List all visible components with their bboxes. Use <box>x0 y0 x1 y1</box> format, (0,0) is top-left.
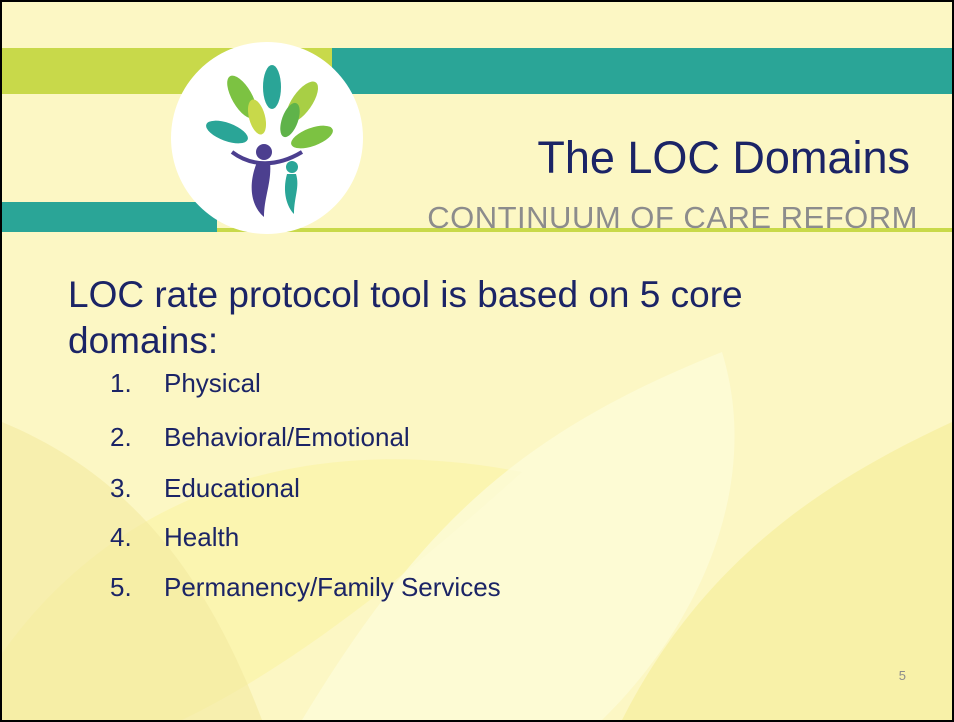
item-number: 4. <box>110 522 164 553</box>
slide-title: The LOC Domains <box>537 132 910 184</box>
item-text: Permanency/Family Services <box>164 572 501 602</box>
slide-number: 5 <box>899 668 906 683</box>
item-number: 1. <box>110 368 164 399</box>
slide: The LOC Domains CONTINUUM OF CARE REFORM… <box>0 0 954 722</box>
list-item: 3.Educational <box>110 473 300 504</box>
item-number: 3. <box>110 473 164 504</box>
item-text: Physical <box>164 368 261 398</box>
item-text: Health <box>164 522 239 552</box>
item-number: 5. <box>110 572 164 603</box>
item-number: 2. <box>110 422 164 453</box>
item-text: Educational <box>164 473 300 503</box>
list-item: 5.Permanency/Family Services <box>110 572 501 603</box>
intro-text: LOC rate protocol tool is based on 5 cor… <box>68 272 888 364</box>
list-item: 2.Behavioral/Emotional <box>110 422 410 453</box>
slide-subtitle: CONTINUUM OF CARE REFORM <box>427 200 918 236</box>
list-item: 1.Physical <box>110 368 261 399</box>
list-item: 4.Health <box>110 522 239 553</box>
item-text: Behavioral/Emotional <box>164 422 410 452</box>
